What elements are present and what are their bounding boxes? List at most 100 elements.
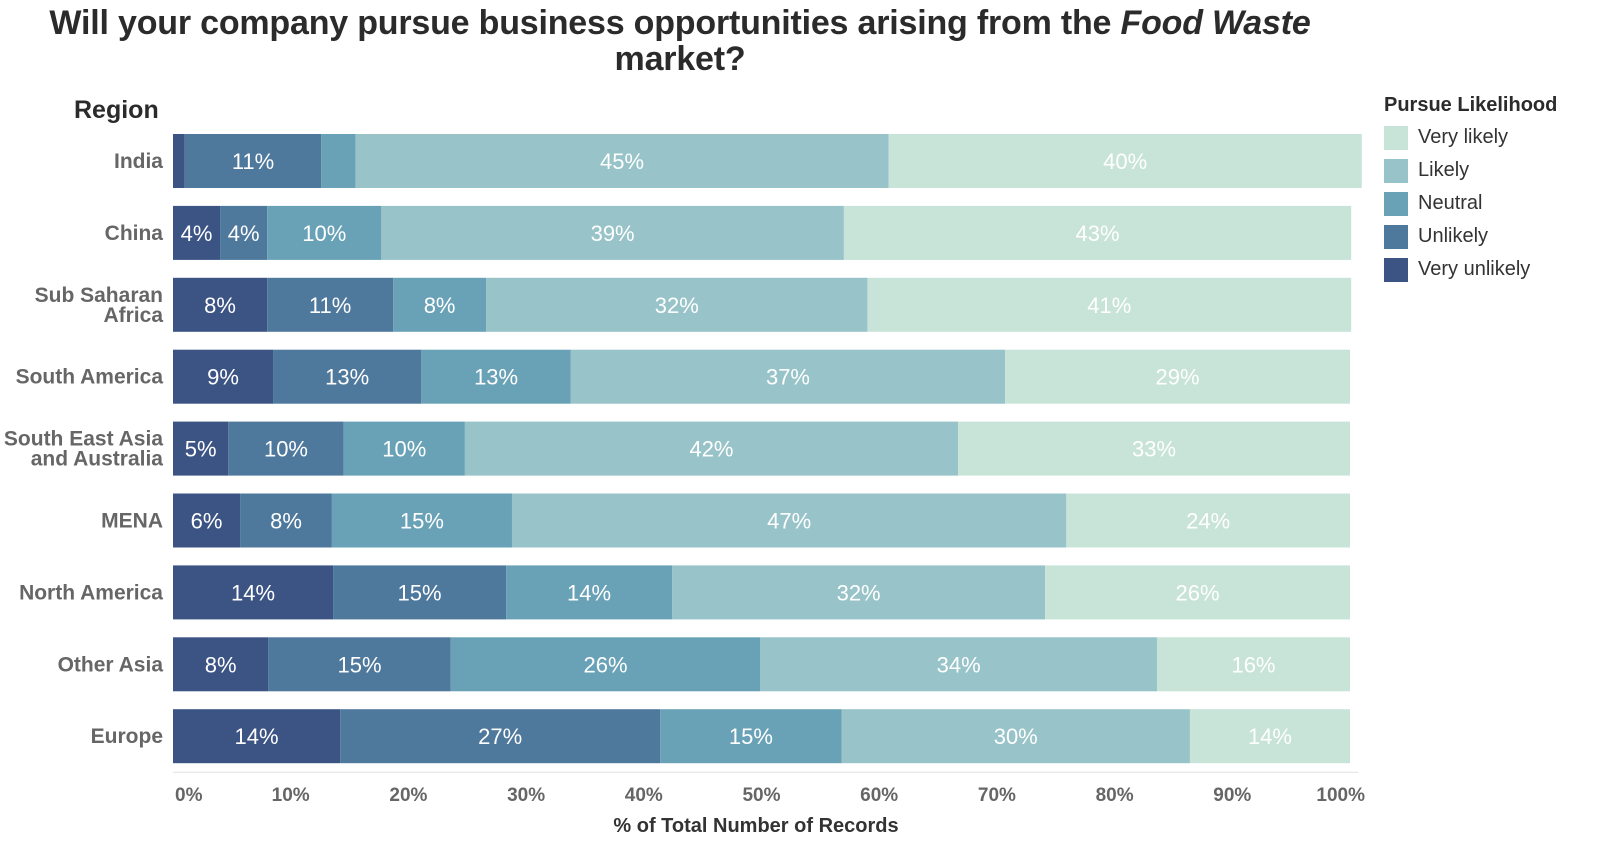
bar-china-likely: [381, 205, 844, 260]
data-label-other-asia-very-likely: 16%: [1231, 652, 1275, 677]
y-axis-header: Region: [74, 96, 159, 124]
data-label-europe-very-unlikely: 14%: [235, 724, 279, 749]
x-tick-label: 90%: [1213, 785, 1251, 806]
data-label-sub-saharan-africa-very-unlikely: 8%: [204, 293, 236, 318]
bars-layer: 11% 45% 40% 4% 4% 10% 39% 43% 8% 11% 8% 32% 41% 9% 13%…: [173, 134, 1362, 764]
bar-south-east-asia-and-australia-unlikely: [228, 421, 344, 476]
data-label-china-neutral: 10%: [302, 221, 346, 246]
bar-india-neutral: [321, 134, 356, 188]
data-label-india-very-likely: 40%: [1103, 149, 1147, 174]
bar-europe-likely: [841, 709, 1190, 764]
legend-swatch: [1384, 257, 1408, 282]
bar-other-asia-likely: [760, 637, 1157, 692]
bar-mena-unlikely: [240, 493, 332, 548]
data-label-south-america-very-unlikely: 9%: [207, 365, 239, 390]
data-label-europe-very-likely: 14%: [1248, 724, 1292, 749]
x-tick-label: 60%: [860, 785, 898, 806]
category-label-sub-saharan-africa: Sub Saharan Africa: [35, 284, 164, 327]
data-label-south-america-unlikely: 13%: [325, 365, 369, 390]
data-label-mena-likely: 47%: [767, 509, 811, 534]
bar-sub-saharan-africa-neutral: [393, 277, 487, 332]
bar-india-likely: [355, 134, 889, 188]
chart-title-text: Will your company pursue business opport…: [49, 4, 1121, 42]
legend-label: Unlikely: [1418, 225, 1489, 247]
bar-europe-unlikely: [340, 709, 661, 764]
chart-title-line-2: market?: [614, 40, 746, 78]
data-label-china-likely: 39%: [591, 221, 635, 246]
data-label-north-america-very-likely: 26%: [1176, 580, 1220, 605]
bar-north-america-unlikely: [333, 565, 507, 620]
bar-sub-saharan-africa-very-unlikely: [173, 277, 268, 332]
bar-north-america-likely: [672, 565, 1046, 620]
legend-label: Very unlikely: [1418, 258, 1531, 280]
data-label-other-asia-very-unlikely: 8%: [205, 652, 237, 677]
bar-other-asia-unlikely: [268, 637, 451, 692]
bar-sub-saharan-africa-likely: [486, 277, 868, 332]
x-axis-title: % of Total Number of Records: [613, 815, 898, 837]
data-label-india-likely: 45%: [600, 149, 644, 174]
bar-china-very-unlikely: [173, 205, 221, 260]
data-label-north-america-unlikely: 15%: [398, 580, 442, 605]
legend-item-likely: Likely: [1384, 154, 1594, 187]
bar-sub-saharan-africa-unlikely: [267, 277, 394, 332]
data-label-south-america-very-likely: 29%: [1156, 365, 1200, 390]
data-label-sub-saharan-africa-likely: 32%: [655, 293, 699, 318]
bar-other-asia-neutral: [450, 637, 761, 692]
bar-india-very-likely: [888, 134, 1362, 188]
legend-item-neutral: Neutral: [1384, 187, 1594, 220]
bar-north-america-very-unlikely: [173, 565, 334, 620]
legend-swatch: [1384, 224, 1408, 249]
data-label-india-unlikely: 11%: [232, 149, 274, 174]
data-label-mena-very-likely: 24%: [1186, 509, 1230, 534]
bar-south-america-unlikely: [273, 349, 422, 404]
data-label-other-asia-neutral: 26%: [584, 652, 628, 677]
x-tick-label: 40%: [625, 785, 663, 806]
data-label-sub-saharan-africa-unlikely: 11%: [309, 293, 351, 318]
legend-swatch: [1384, 158, 1408, 183]
category-label-north-america: North America: [19, 581, 163, 604]
category-labels: India China Sub Saharan Africa South America…: [4, 150, 163, 748]
legend-item-unlikely: Unlikely: [1384, 220, 1594, 253]
x-tick-label: 70%: [978, 785, 1016, 806]
data-label-north-america-very-unlikely: 14%: [231, 580, 275, 605]
legend-item-very-likely: Very likely: [1384, 121, 1594, 154]
data-label-other-asia-unlikely: 15%: [338, 652, 382, 677]
bar-mena-very-unlikely: [173, 493, 241, 548]
legend-items: Very likely Likely Neutral Unlikely Very unl…: [1384, 121, 1594, 286]
category-label-china: China: [105, 222, 164, 245]
bar-mena-likely: [511, 493, 1067, 548]
category-label-south-america: South America: [16, 366, 164, 389]
bar-south-america-likely: [570, 349, 1006, 404]
x-tick-label: 100%: [1316, 785, 1365, 806]
data-label-north-america-neutral: 14%: [567, 580, 611, 605]
data-label-south-america-neutral: 13%: [474, 365, 518, 390]
data-label-south-east-asia-and-australia-very-likely: 33%: [1132, 437, 1176, 462]
bar-south-east-asia-and-australia-neutral: [343, 421, 465, 476]
legend-item-very-unlikely: Very unlikely: [1384, 253, 1594, 286]
data-label-mena-unlikely: 8%: [270, 509, 302, 534]
legend-title: Pursue Likelihood: [1384, 94, 1558, 116]
data-label-china-very-likely: 43%: [1076, 221, 1120, 246]
bar-south-america-neutral: [421, 349, 571, 404]
bar-south-america-very-unlikely: [173, 349, 274, 404]
bar-europe-very-likely: [1189, 709, 1350, 764]
bar-china-unlikely: [220, 205, 268, 260]
category-label-india: India: [114, 150, 163, 173]
data-label-mena-very-unlikely: 6%: [191, 509, 223, 534]
bar-north-america-very-likely: [1045, 565, 1350, 620]
bar-india-very-unlikely: [173, 134, 185, 188]
bar-north-america-neutral: [506, 565, 673, 620]
data-label-china-unlikely: 4%: [228, 221, 260, 246]
data-label-south-america-likely: 37%: [766, 365, 810, 390]
data-label-sub-saharan-africa-very-likely: 41%: [1087, 293, 1131, 318]
data-label-south-east-asia-and-australia-likely: 42%: [689, 437, 733, 462]
data-label-europe-neutral: 15%: [729, 724, 773, 749]
bar-south-east-asia-and-australia-likely: [464, 421, 959, 476]
bar-europe-neutral: [660, 709, 842, 764]
bar-mena-very-likely: [1066, 493, 1350, 548]
category-label-mena: MENA: [101, 510, 163, 533]
x-tick-label: 10%: [272, 785, 310, 806]
x-axis: 0% 10% 20% 30% 40% 50% 60% 70% 80% 90% 100%: [173, 771, 1365, 806]
